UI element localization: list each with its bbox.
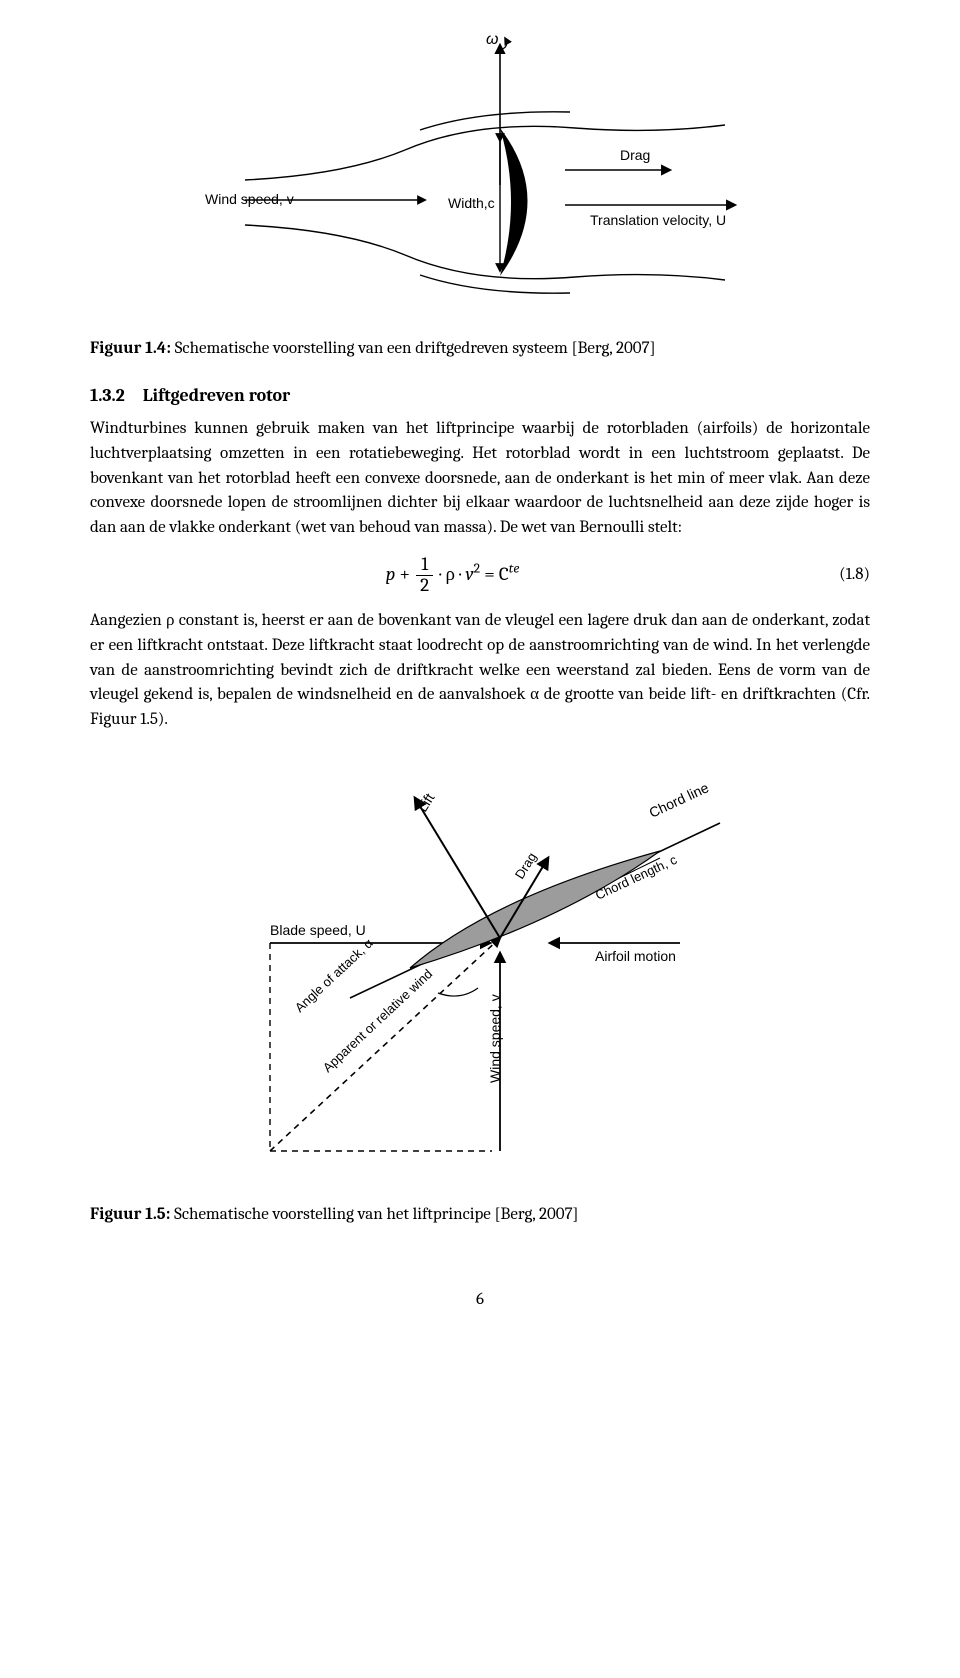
omega-label: ω [486,31,498,48]
blade-speed-label: Blade speed, U [270,922,366,938]
angle-attack-label: Angle of attack, α [292,935,376,1015]
drag-label: Drag [620,147,650,163]
wind-speed-v-label: Wind speed, v [487,994,503,1083]
section-title: Liftgedreven rotor [143,383,290,409]
airfoil-motion-label: Airfoil motion [595,948,676,964]
figure-2-svg: Blade speed, U Airfoil motion Apparent o… [200,743,760,1173]
figure-1: ω Wind speed, v Width,c Drag Translation… [90,30,870,329]
drag-label-2: Drag [512,849,540,881]
figure-2-caption: Figuur 1.5: Schematische voorstelling va… [90,1203,870,1228]
figure-2-caption-bold: Figuur 1.5: [90,1205,170,1224]
lift-label: Lift [414,790,438,814]
figure-1-caption: Figuur 1.4: Schematische voorstelling va… [90,337,870,362]
width-label: Width,c [448,195,495,211]
paragraph-2: Aangezien ρ constant is, heerst er aan d… [90,609,870,732]
figure-2: Blade speed, U Airfoil motion Apparent o… [90,743,870,1182]
section-number: 1.3.2 [90,383,125,409]
section-heading: 1.3.2 Liftgedreven rotor [90,383,870,409]
paragraph-1: Windturbines kunnen gebruik maken van he… [90,417,870,540]
figure-1-caption-bold: Figuur 1.4: [90,339,171,358]
chord-line-label: Chord line [647,779,712,821]
equation-number: (1.8) [815,563,870,588]
page-number: 6 [90,1288,870,1313]
figure-1-caption-text: Schematische voorstelling van een driftg… [171,339,656,358]
wind-speed-label: Wind speed, v [205,191,294,207]
figure-1-svg: ω Wind speed, v Width,c Drag Translation… [200,30,760,320]
figure-2-caption-text: Schematische voorstelling van het liftpr… [170,1205,578,1224]
equation: p + 12 · ρ · v2 = Cte [90,555,815,596]
equation-row: p + 12 · ρ · v2 = Cte (1.8) [90,555,870,596]
apparent-wind-label: Apparent or relative wind [320,966,435,1075]
translation-label: Translation velocity, U [590,212,726,228]
